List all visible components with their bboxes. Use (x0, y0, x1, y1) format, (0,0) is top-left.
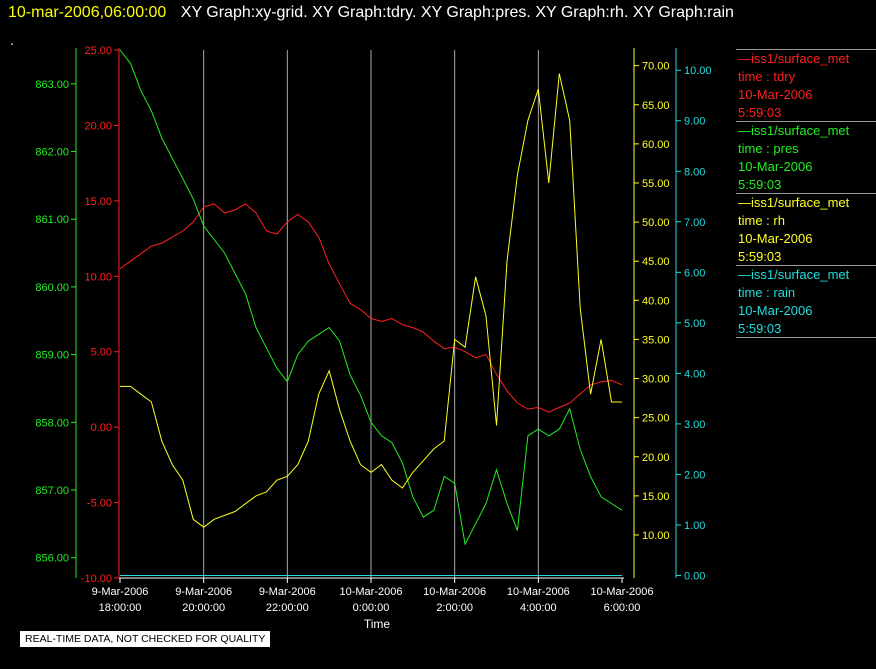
rain-tick-label: 7.00 (684, 217, 705, 229)
rh-tick-label: 20.00 (642, 452, 670, 464)
rh-tick-label: 50.00 (642, 217, 670, 229)
tdry-tick-label: -10.00 (81, 573, 112, 585)
pres-tick-label: 863.00 (35, 79, 69, 91)
rain-tick-label: 0.00 (684, 570, 705, 582)
pres-tick-label: 857.00 (35, 485, 69, 497)
legend-variable: time : rain (738, 285, 796, 300)
legend-time: 5:59:03 (738, 321, 782, 336)
rain-tick-label: 10.00 (684, 65, 712, 77)
pres-tick-label: 862.00 (35, 147, 69, 159)
timestamp: 10-mar-2006,06:00:00 (8, 4, 167, 21)
rain-tick-label: 4.00 (684, 368, 705, 380)
series-rh (120, 73, 622, 528)
rain-tick-label: 6.00 (684, 267, 705, 279)
x-tick-label-date: 10-Mar-2006 (340, 586, 403, 598)
rh-tick-label: 70.00 (642, 61, 670, 73)
x-tick-label-time: 0:00:00 (353, 602, 390, 614)
chart-header: 10-mar-2006,06:00:00 XY Graph:xy-grid. X… (0, 2, 876, 24)
x-axis-label: Time (364, 617, 391, 631)
tdry-tick-label: 25.00 (84, 45, 112, 57)
tdry-tick-label: 20.00 (84, 120, 112, 132)
series-tdry (119, 203, 623, 413)
legend-separator (736, 193, 876, 194)
legend-date: 10-Mar-2006 (738, 231, 813, 246)
rh-tick-label: 15.00 (642, 491, 670, 503)
tdry-tick-label: 0.00 (91, 422, 112, 434)
legend-time: 5:59:03 (738, 105, 782, 120)
x-tick-label-date: 9-Mar-2006 (92, 586, 149, 598)
pres-tick-label: 859.00 (35, 350, 69, 362)
legend-variable: time : pres (738, 141, 799, 156)
legend-date: 10-Mar-2006 (738, 303, 813, 318)
rain-tick-label: 1.00 (684, 520, 705, 532)
x-tick-label-date: 10-Mar-2006 (591, 586, 654, 598)
legend-variable: time : rh (738, 213, 785, 228)
x-tick-label-time: 2:00:00 (436, 602, 473, 614)
quality-disclaimer: REAL-TIME DATA, NOT CHECKED FOR QUALITY (20, 631, 271, 647)
x-tick-label-time: 22:00:00 (266, 602, 309, 614)
tdry-tick-label: 10.00 (84, 271, 112, 283)
x-tick-label-date: 9-Mar-2006 (259, 586, 316, 598)
rain-tick-label: 3.00 (684, 419, 705, 431)
rh-tick-label: 40.00 (642, 295, 670, 307)
rh-tick-label: 65.00 (642, 100, 670, 112)
legend-time: 5:59:03 (738, 249, 782, 264)
status-dot: . (10, 34, 14, 48)
legend-separator (736, 265, 876, 266)
x-tick-label-time: 4:00:00 (520, 602, 557, 614)
x-tick-label-date: 10-Mar-2006 (423, 586, 486, 598)
series-layer (119, 49, 623, 576)
x-tick-label-time: 6:00:00 (604, 602, 641, 614)
rh-tick-label: 30.00 (642, 374, 670, 386)
grid (203, 50, 539, 578)
x-tick-label-date: 9-Mar-2006 (175, 586, 232, 598)
series-pres (119, 49, 623, 546)
axes-layer: 9-Mar-2006 18:00:00 9-Mar-2006 20:00:00 9-Ma… (35, 45, 711, 631)
legend-separator (736, 121, 876, 122)
legend-time: 5:59:03 (738, 177, 782, 192)
legend-date: 10-Mar-2006 (738, 159, 813, 174)
x-tick-label-time: 20:00:00 (182, 602, 225, 614)
pres-tick-label: 858.00 (35, 417, 69, 429)
rh-tick-label: 55.00 (642, 178, 670, 190)
pres-tick-label: 860.00 (35, 282, 69, 294)
rain-tick-label: 5.00 (684, 318, 705, 330)
legend-variable: time : tdry (738, 69, 796, 84)
legend-series-name: —iss1/surface_met (738, 51, 850, 66)
legend-series-name: —iss1/surface_met (738, 123, 850, 138)
rh-tick-label: 45.00 (642, 256, 670, 268)
rh-tick-label: 25.00 (642, 413, 670, 425)
rain-tick-label: 8.00 (684, 166, 705, 178)
pres-tick-label: 861.00 (35, 214, 69, 226)
x-tick-label-time: 18:00:00 (99, 602, 142, 614)
legend-series-name: —iss1/surface_met (738, 195, 850, 210)
legend-end-separator (736, 337, 876, 338)
pres-tick-label: 856.00 (35, 553, 69, 565)
rh-tick-label: 10.00 (642, 530, 670, 542)
tdry-tick-label: 5.00 (91, 347, 112, 359)
rain-tick-label: 9.00 (684, 116, 705, 128)
rain-tick-label: 2.00 (684, 469, 705, 481)
rh-tick-label: 60.00 (642, 139, 670, 151)
tdry-tick-label: 15.00 (84, 196, 112, 208)
legend-separator (736, 49, 876, 50)
tdry-tick-label: -5.00 (87, 498, 112, 510)
rh-tick-label: 35.00 (642, 334, 670, 346)
legend-series-name: —iss1/surface_met (738, 267, 850, 282)
x-tick-label-date: 10-Mar-2006 (507, 586, 570, 598)
legend-date: 10-Mar-2006 (738, 87, 813, 102)
graph-titles: XY Graph:xy-grid. XY Graph:tdry. XY Grap… (180, 4, 734, 21)
